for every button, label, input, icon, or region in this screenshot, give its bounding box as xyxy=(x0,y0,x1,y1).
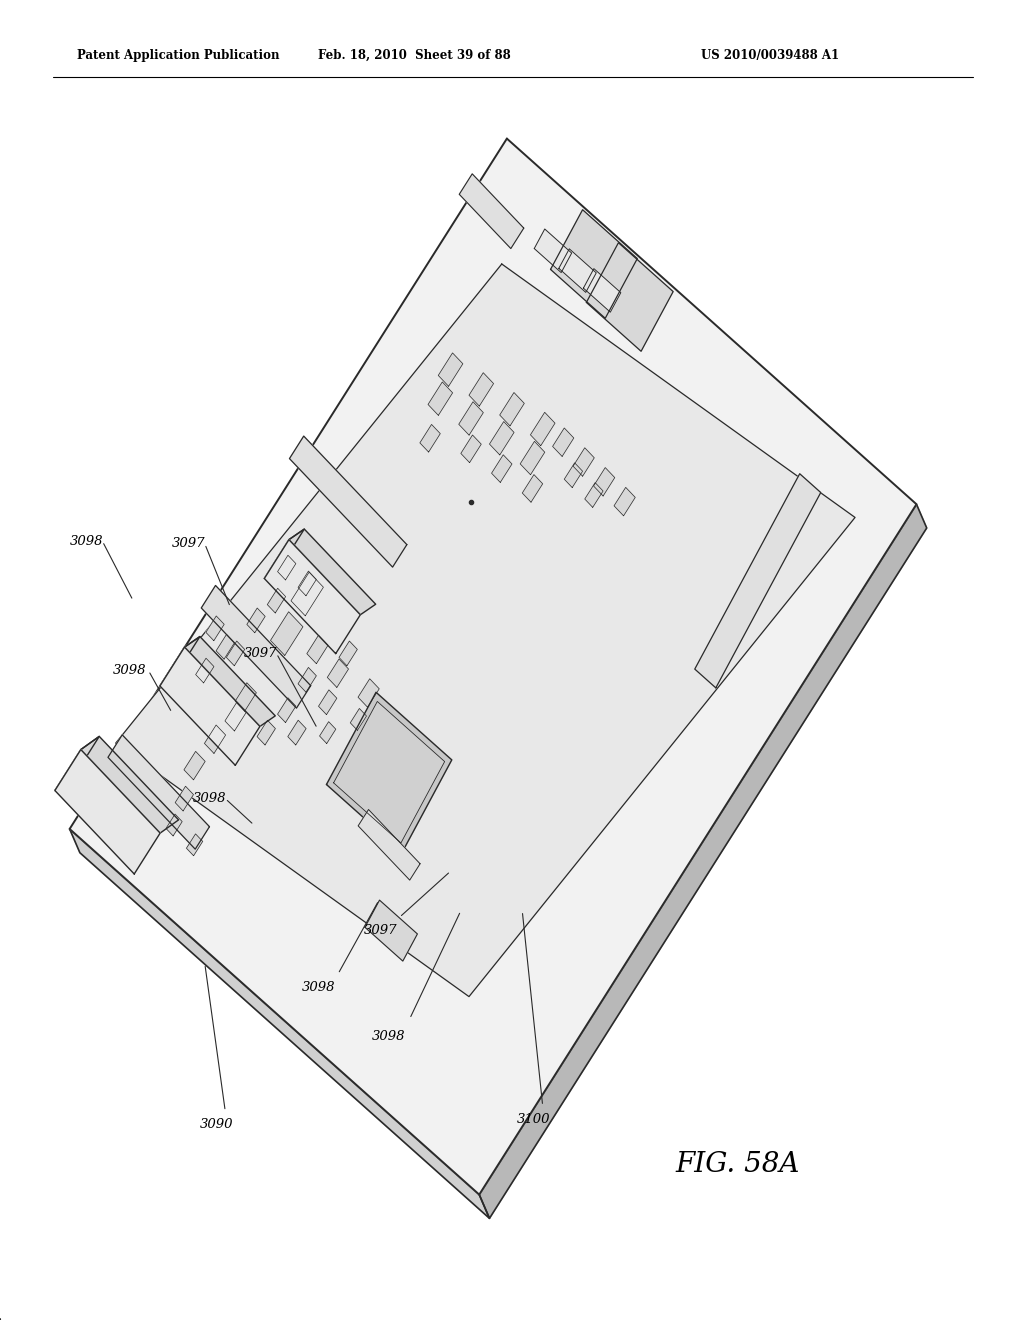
Text: 3097: 3097 xyxy=(172,537,206,550)
Polygon shape xyxy=(257,721,275,744)
Polygon shape xyxy=(184,636,275,726)
Polygon shape xyxy=(559,248,596,293)
Polygon shape xyxy=(585,483,603,507)
Polygon shape xyxy=(522,475,543,502)
Polygon shape xyxy=(264,529,304,578)
Polygon shape xyxy=(350,709,367,730)
Polygon shape xyxy=(206,616,224,640)
Polygon shape xyxy=(81,737,178,833)
Polygon shape xyxy=(307,635,328,664)
Polygon shape xyxy=(694,474,821,688)
Text: 3097: 3097 xyxy=(364,924,397,937)
Polygon shape xyxy=(535,228,571,273)
Text: 3090: 3090 xyxy=(200,1118,233,1131)
Text: Feb. 18, 2010  Sheet 39 of 88: Feb. 18, 2010 Sheet 39 of 88 xyxy=(318,49,511,62)
Polygon shape xyxy=(278,556,296,579)
Polygon shape xyxy=(459,401,483,436)
Text: 3098: 3098 xyxy=(113,664,146,677)
Polygon shape xyxy=(438,352,463,387)
Polygon shape xyxy=(70,829,489,1218)
Polygon shape xyxy=(298,572,316,595)
Polygon shape xyxy=(594,467,614,496)
Polygon shape xyxy=(564,463,583,487)
Polygon shape xyxy=(319,722,336,743)
Polygon shape xyxy=(186,834,203,855)
Polygon shape xyxy=(267,589,286,612)
Polygon shape xyxy=(236,682,256,711)
Text: 3098: 3098 xyxy=(70,535,103,548)
Polygon shape xyxy=(166,814,182,836)
Polygon shape xyxy=(225,702,246,731)
Polygon shape xyxy=(614,487,635,516)
Polygon shape xyxy=(278,698,296,722)
Polygon shape xyxy=(196,659,214,682)
Polygon shape xyxy=(70,139,916,1195)
Polygon shape xyxy=(334,701,444,843)
Polygon shape xyxy=(175,787,194,810)
Polygon shape xyxy=(298,668,316,692)
Polygon shape xyxy=(291,572,324,616)
Polygon shape xyxy=(420,425,440,451)
Polygon shape xyxy=(226,642,245,665)
Polygon shape xyxy=(328,659,348,688)
Polygon shape xyxy=(270,611,303,656)
Polygon shape xyxy=(55,750,160,874)
Text: 3100: 3100 xyxy=(517,1113,551,1126)
Polygon shape xyxy=(339,642,357,665)
Polygon shape xyxy=(318,690,337,714)
Polygon shape xyxy=(469,372,494,407)
Polygon shape xyxy=(500,392,524,426)
Polygon shape xyxy=(116,264,855,997)
Polygon shape xyxy=(108,735,210,849)
Text: 3098: 3098 xyxy=(193,792,226,805)
Polygon shape xyxy=(264,540,360,653)
Polygon shape xyxy=(160,636,200,686)
Polygon shape xyxy=(479,504,927,1218)
Polygon shape xyxy=(365,900,418,961)
Polygon shape xyxy=(584,268,621,313)
Polygon shape xyxy=(520,441,545,475)
Text: 3098: 3098 xyxy=(372,1030,406,1043)
Polygon shape xyxy=(492,455,512,482)
Polygon shape xyxy=(489,421,514,455)
Polygon shape xyxy=(290,436,407,568)
Polygon shape xyxy=(205,725,225,754)
Polygon shape xyxy=(216,635,234,659)
Polygon shape xyxy=(358,678,379,708)
Text: 3097: 3097 xyxy=(244,647,278,660)
Polygon shape xyxy=(327,692,452,853)
Text: US 2010/0039488 A1: US 2010/0039488 A1 xyxy=(701,49,840,62)
Text: 3098: 3098 xyxy=(302,981,336,994)
Text: Patent Application Publication: Patent Application Publication xyxy=(77,49,280,62)
Polygon shape xyxy=(55,737,99,791)
Polygon shape xyxy=(358,809,420,880)
Polygon shape xyxy=(553,428,573,457)
Polygon shape xyxy=(184,751,205,780)
Polygon shape xyxy=(460,174,523,248)
Polygon shape xyxy=(247,609,265,632)
Polygon shape xyxy=(428,381,453,416)
Polygon shape xyxy=(160,647,260,766)
Text: FIG. 58A: FIG. 58A xyxy=(676,1151,800,1177)
Polygon shape xyxy=(202,586,310,708)
Polygon shape xyxy=(461,436,481,462)
Polygon shape xyxy=(288,721,306,744)
Polygon shape xyxy=(551,210,637,318)
Polygon shape xyxy=(289,529,376,615)
Polygon shape xyxy=(530,412,555,446)
Polygon shape xyxy=(587,243,673,351)
Polygon shape xyxy=(573,447,594,477)
